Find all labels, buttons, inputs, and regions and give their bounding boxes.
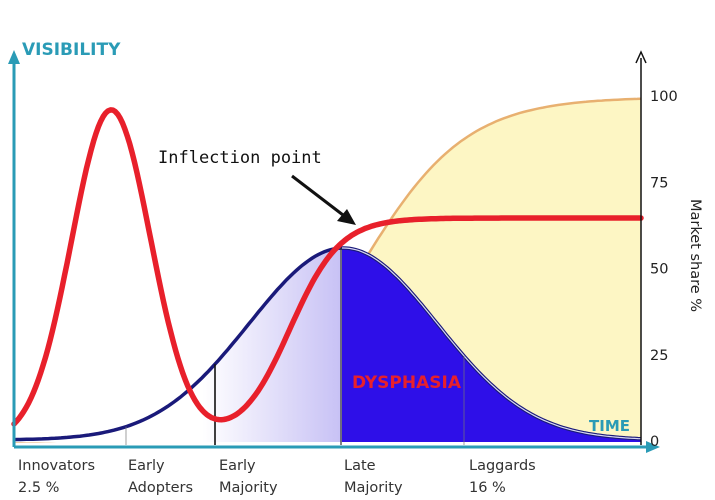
inflection-arrow-line [291, 174, 344, 217]
market-share-area [14, 98, 641, 442]
y-axis-title: VISIBILITY [22, 40, 121, 60]
right-axis-tick-label: 75 [650, 175, 668, 191]
segment-label: 16 % [469, 480, 506, 496]
adoption-area-early [14, 248, 342, 442]
y-axis-arrow [8, 50, 20, 64]
adoption-area-late [342, 248, 641, 442]
adoption-bell-edge [342, 247, 642, 440]
segment-label: Innovators [18, 458, 95, 474]
segment-dividers [125, 248, 465, 445]
segment-label: Laggards [469, 458, 536, 474]
right-axis-tick-label: 0 [650, 434, 659, 450]
segment-label: 2.5 % [18, 480, 59, 496]
right-axis-ticks: 0 25 50 75 100 [650, 89, 678, 450]
x-axis-arrow [646, 441, 660, 453]
right-axis-tick-label: 25 [650, 348, 668, 364]
segment-label: Early [219, 458, 256, 474]
right-axis-arrow [635, 50, 647, 64]
segment-label: Late [344, 458, 376, 474]
inflection-point-label: Inflection point [158, 148, 322, 168]
segment-label: Adopters [128, 480, 193, 496]
segment-label: Early [128, 458, 165, 474]
segment-label: Majority [344, 480, 403, 496]
right-axis-title: Market share % [687, 199, 703, 312]
segment-labels: Innovators 2.5 % Early Adopters Early Majorit… [18, 458, 536, 496]
x-axis-title: TIME [589, 417, 630, 435]
segment-label: Majority [219, 480, 278, 496]
right-axis-tick-label: 100 [650, 89, 678, 105]
inflection-arrow-head [337, 209, 356, 225]
dysphasia-label: DYSPHASIA [352, 373, 462, 393]
right-axis-tick-label: 50 [650, 262, 668, 278]
visibility-hype-curve [11, 107, 644, 427]
